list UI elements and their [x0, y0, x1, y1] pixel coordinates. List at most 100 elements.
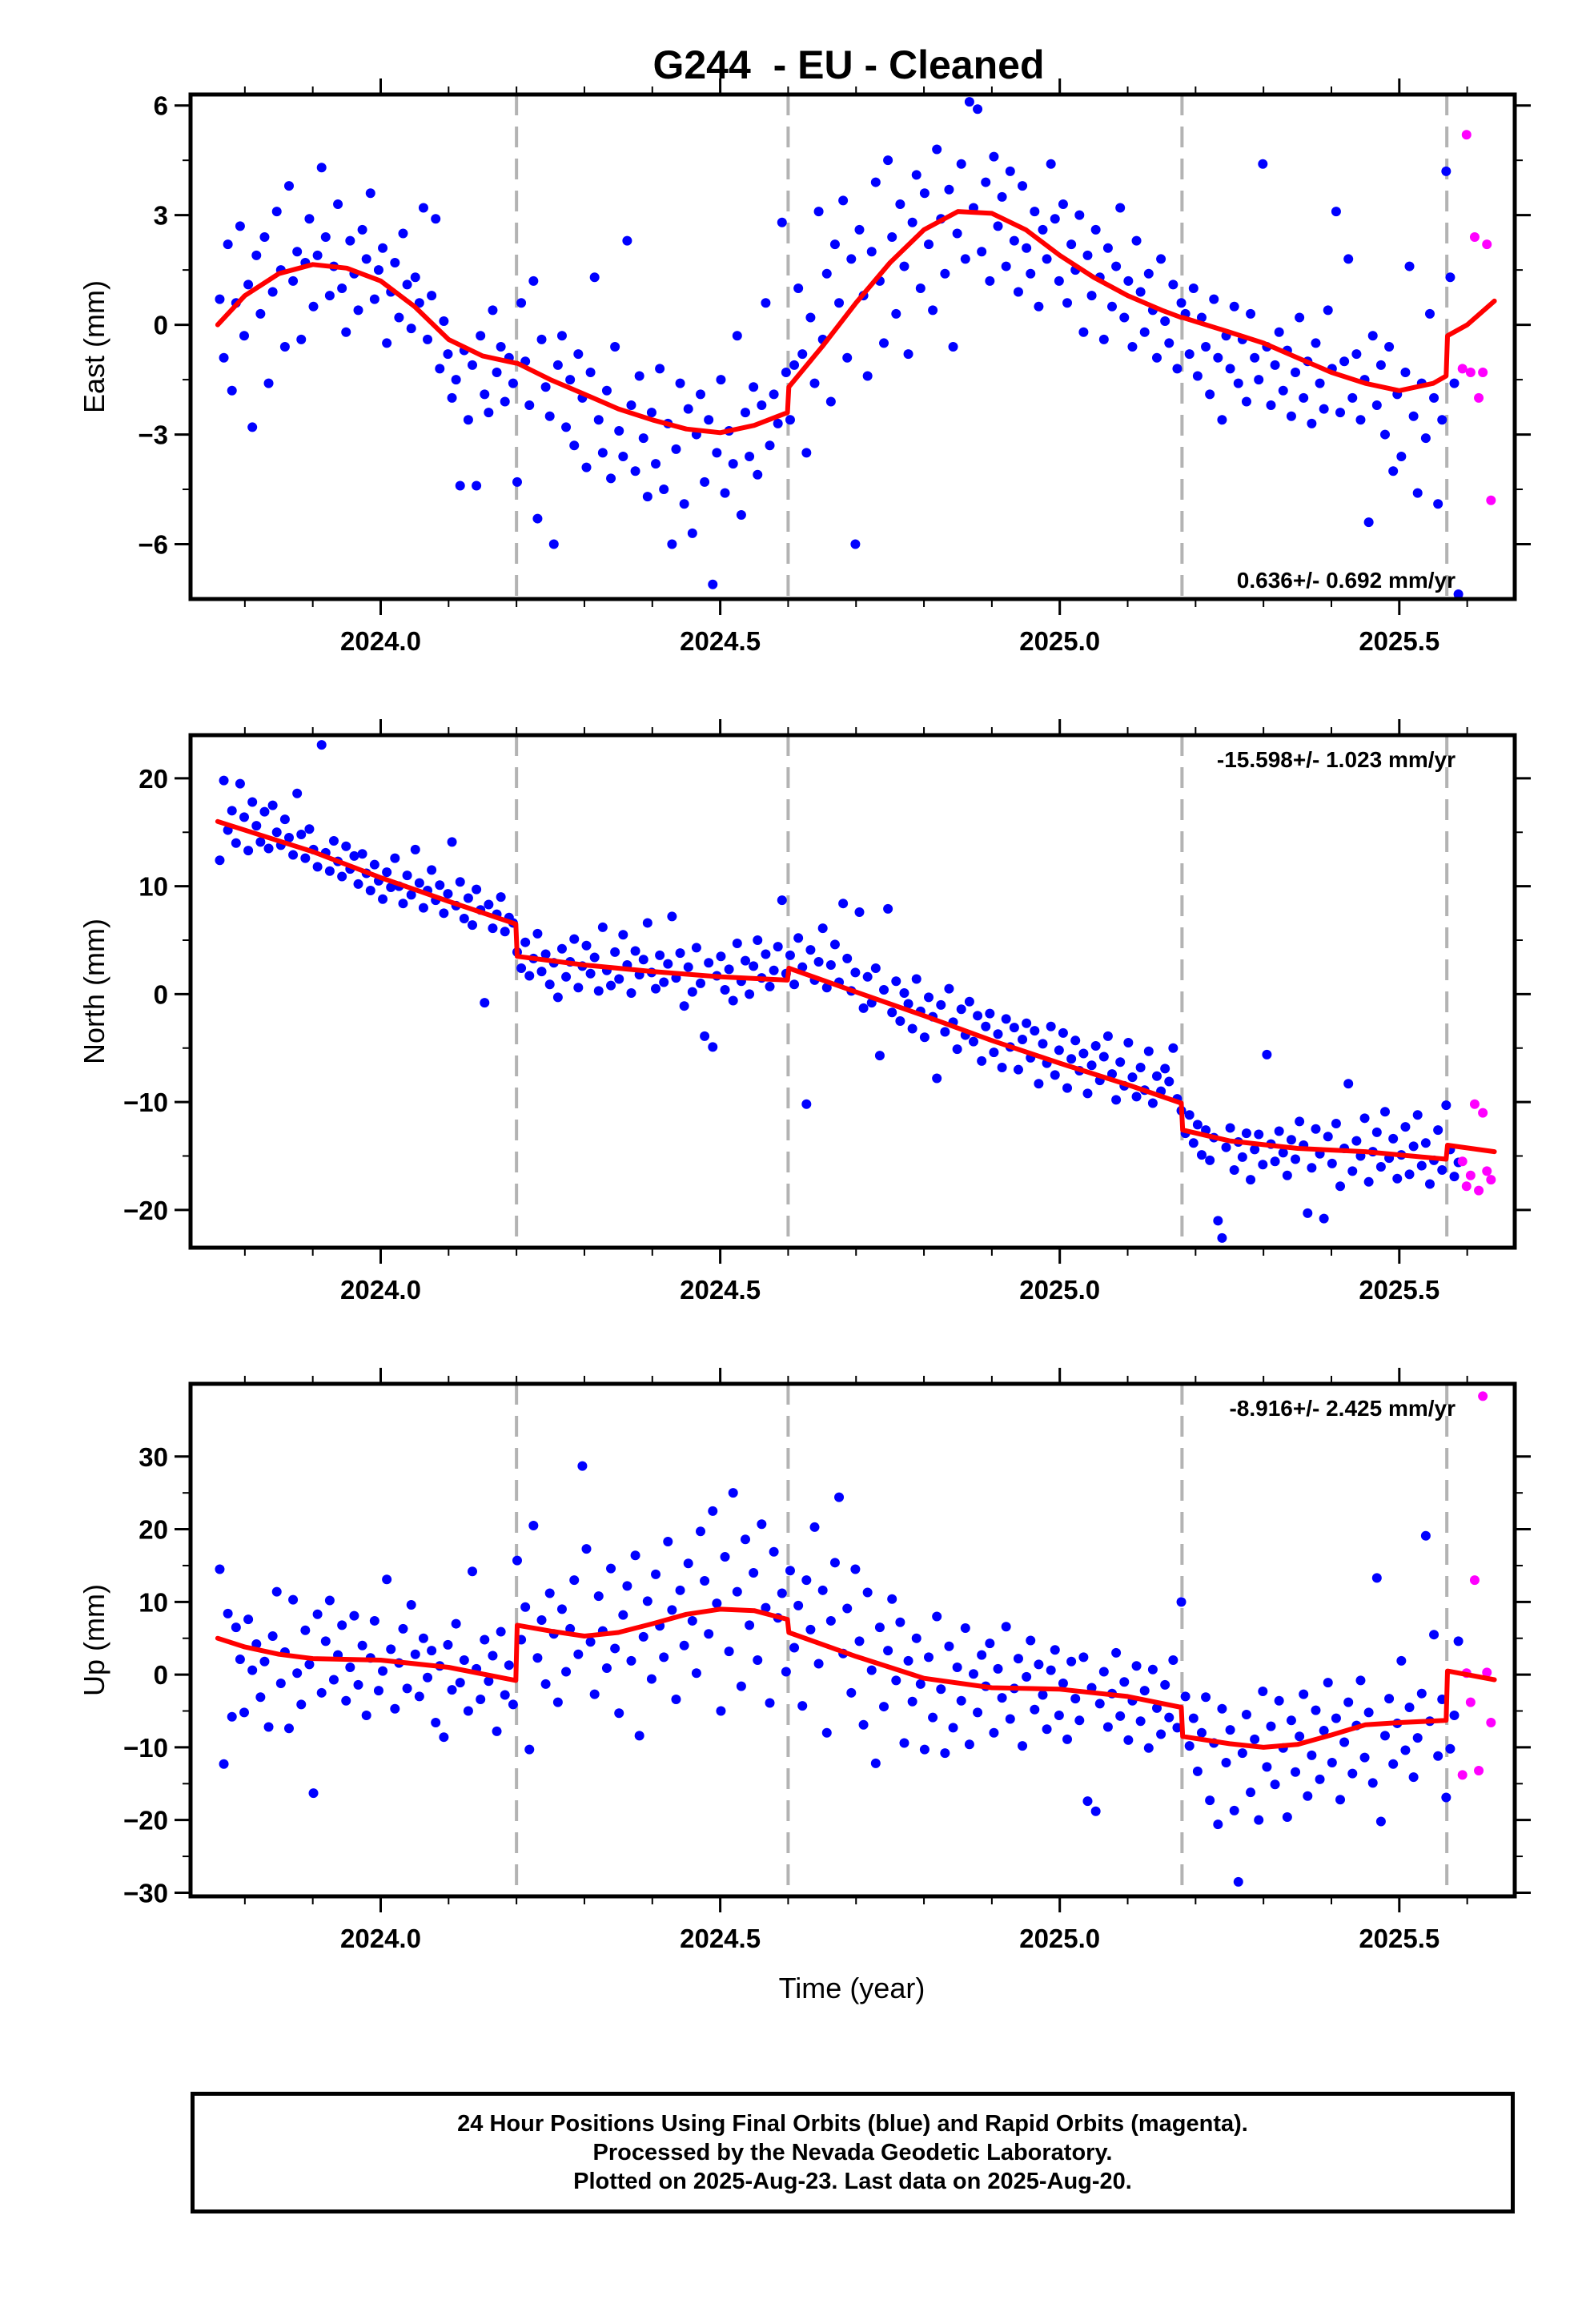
final-orbit-point: [296, 334, 307, 344]
final-orbit-point: [854, 1636, 865, 1647]
final-orbit-point: [1119, 1677, 1130, 1687]
final-orbit-point: [1388, 1759, 1399, 1769]
final-orbit-point: [793, 933, 804, 943]
final-orbit-point: [337, 283, 347, 293]
final-orbit-point: [552, 1697, 563, 1707]
final-orbit-point: [903, 999, 913, 1009]
final-orbit-point: [1192, 1766, 1203, 1776]
final-orbit-point: [556, 331, 567, 341]
final-orbit-point: [410, 272, 420, 283]
final-orbit-point: [985, 275, 995, 286]
final-orbit-point: [1078, 327, 1089, 337]
final-orbit-point: [300, 1625, 311, 1635]
final-orbit-point: [874, 1622, 885, 1633]
final-orbit-point: [414, 1691, 424, 1702]
final-orbit-point: [472, 480, 482, 491]
final-orbit-point: [777, 1588, 787, 1598]
final-orbit-point: [357, 849, 367, 859]
final-orbit-point: [675, 378, 685, 388]
north-model-fit-line: [215, 818, 1497, 1162]
final-orbit-point: [634, 1731, 644, 1741]
final-orbit-point: [749, 382, 759, 392]
final-orbit-point: [700, 1576, 710, 1586]
final-orbit-point: [528, 275, 539, 286]
final-orbit-point: [973, 1011, 983, 1021]
final-orbit-point: [728, 995, 738, 1006]
final-orbit-point: [622, 1581, 632, 1591]
final-orbit-point: [1400, 367, 1411, 377]
final-orbit-point: [1001, 261, 1011, 271]
up-y-tick-label: −10: [123, 1733, 168, 1763]
north-x-tick-label: 2025.5: [1359, 1275, 1439, 1305]
final-orbit-point: [271, 827, 282, 838]
final-orbit-point: [427, 865, 437, 875]
final-orbit-point: [1038, 1039, 1048, 1049]
final-orbit-point: [1086, 291, 1097, 301]
final-orbit-point: [630, 466, 640, 476]
final-orbit-point: [964, 1739, 974, 1750]
final-orbit-point: [1371, 1127, 1382, 1137]
final-orbit-point: [320, 232, 331, 243]
final-orbit-point: [455, 1678, 465, 1688]
final-orbit-point: [484, 1676, 494, 1687]
final-orbit-point: [1315, 378, 1325, 388]
final-orbit-point: [789, 979, 800, 990]
final-orbit-point: [944, 184, 954, 195]
rapid-orbit-point: [1474, 1765, 1484, 1775]
final-orbit-point: [1379, 429, 1390, 440]
final-orbit-point: [1339, 356, 1350, 367]
final-orbit-point: [675, 1585, 685, 1595]
final-orbit-point: [577, 1461, 588, 1471]
final-orbit-point: [817, 1585, 828, 1595]
final-orbit-point: [488, 305, 498, 316]
final-orbit-point: [520, 937, 531, 947]
final-orbit-point: [638, 1631, 648, 1642]
final-orbit-point: [1188, 283, 1199, 293]
final-orbit-point: [439, 316, 449, 327]
final-orbit-point: [320, 1636, 331, 1647]
final-orbit-point: [1424, 308, 1435, 319]
final-orbit-point: [431, 1718, 441, 1728]
final-orbit-point: [813, 1659, 824, 1669]
final-orbit-point: [1107, 301, 1118, 312]
final-orbit-point: [263, 1722, 274, 1732]
final-orbit-point: [243, 279, 254, 290]
final-orbit-point: [716, 951, 726, 962]
final-orbit-point: [1335, 408, 1346, 418]
final-orbit-point: [324, 291, 335, 301]
final-orbit-point: [1062, 298, 1073, 308]
final-orbit-point: [679, 1640, 689, 1651]
final-orbit-point: [761, 1602, 771, 1613]
final-orbit-point: [247, 1665, 258, 1675]
final-orbit-point: [1412, 1733, 1423, 1743]
final-orbit-point: [1229, 1805, 1239, 1815]
final-orbit-point: [757, 400, 767, 411]
final-orbit-point: [683, 404, 693, 414]
final-orbit-point: [1323, 1678, 1333, 1688]
up-x-tick-label: 2025.0: [1019, 1924, 1100, 1953]
final-orbit-point: [597, 922, 608, 932]
rapid-orbit-point: [1465, 1697, 1476, 1707]
final-orbit-point: [879, 1702, 889, 1712]
final-orbit-point: [581, 462, 592, 472]
final-orbit-point: [825, 1615, 836, 1626]
final-orbit-point: [1237, 1152, 1247, 1162]
final-orbit-point: [1135, 1716, 1146, 1727]
final-orbit-point: [349, 1610, 359, 1621]
final-orbit-point: [1347, 1166, 1358, 1176]
final-orbit-point: [1066, 1054, 1077, 1064]
final-orbit-point: [1225, 1725, 1235, 1735]
final-orbit-point: [736, 1681, 746, 1691]
final-orbit-point: [985, 1008, 995, 1019]
final-orbit-point: [809, 1522, 820, 1532]
final-orbit-point: [854, 907, 865, 917]
final-orbit-point: [601, 385, 612, 396]
final-orbit-point: [1433, 499, 1443, 509]
final-orbit-point: [235, 778, 245, 789]
final-orbit-point: [1388, 466, 1399, 476]
final-orbit-point: [866, 247, 877, 257]
final-orbit-point: [842, 953, 853, 963]
final-orbit-point: [1339, 1737, 1350, 1747]
final-orbit-point: [463, 893, 473, 903]
final-orbit-point: [369, 294, 379, 304]
